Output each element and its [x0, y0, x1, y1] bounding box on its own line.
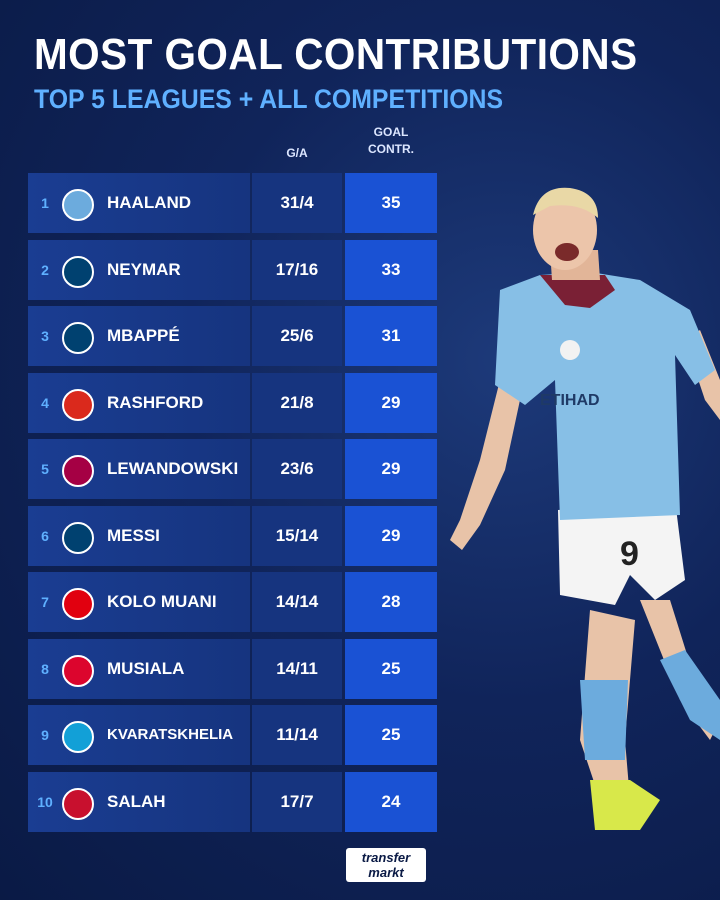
ga-cell: 14/14: [252, 572, 342, 632]
goal-contributions-value: 33: [381, 259, 401, 279]
psg-crest-icon: [62, 322, 94, 354]
player-cell: 3 MBAPPÉ: [28, 306, 250, 366]
table-row: 6 MESSI 15/14 29: [28, 505, 438, 566]
goals-assists-value: 21/8: [280, 392, 314, 412]
table-row: 3 MBAPPÉ 25/6 31: [28, 306, 438, 366]
goal-contributions-value: 25: [381, 725, 401, 744]
player-illustration: 9 ETIHAD: [450, 187, 720, 830]
goal-contributions-cell: 29: [345, 439, 437, 499]
rank-number: 7: [41, 594, 49, 610]
table-row: 1 HAALAND 31/4 35: [28, 173, 438, 233]
column-header-ga: G/A: [286, 146, 308, 160]
table-row: 4 RASHFORD 21/8 29: [28, 372, 438, 433]
player-name: LEWANDOWSKI: [107, 459, 239, 478]
rank-number: 1: [41, 195, 49, 211]
rank-number: 10: [37, 793, 53, 810]
goal-contributions-cell: 35: [345, 173, 437, 233]
page-subtitle: TOP 5 LEAGUES + ALL COMPETITIONS: [34, 84, 504, 114]
ga-cell: 15/14: [252, 505, 342, 566]
svg-text:ETIHAD: ETIHAD: [540, 392, 600, 409]
goal-contributions-cell: 24: [345, 771, 437, 832]
player-name: HAALAND: [107, 193, 192, 212]
napoli-crest-icon: [62, 721, 94, 753]
table-row: 9 KVARATSKHELIA 11/14 25: [28, 705, 438, 765]
rank-number: 3: [41, 328, 49, 344]
player-name: NEYMAR: [107, 259, 181, 279]
page-title: MOST GOAL CONTRIBUTIONS: [34, 30, 638, 79]
player-cell: 8 MUSIALA: [28, 638, 250, 699]
player-name: MESSI: [107, 525, 160, 545]
goal-contributions-value: 35: [381, 193, 401, 212]
goal-contributions-value: 29: [381, 392, 401, 412]
player-cell: 10 SALAH: [28, 771, 250, 832]
goals-assists-value: 17/16: [275, 259, 319, 279]
player-cell: 2 NEYMAR: [28, 239, 250, 300]
goals-assists-value: 15/14: [275, 525, 319, 545]
psg-crest-icon: [62, 521, 94, 554]
goals-assists-value: 11/14: [276, 725, 318, 744]
goals-assists-value: 17/7: [280, 791, 314, 811]
player-cell: 6 MESSI: [28, 505, 250, 566]
ga-cell: 23/6: [252, 439, 342, 499]
goals-assists-value: 14/11: [276, 658, 318, 678]
goals-assists-value: 31/4: [280, 193, 314, 212]
goal-contributions-cell: 31: [345, 306, 437, 366]
table-row: 10 SALAH 17/7 24: [28, 771, 438, 832]
goal-contributions-cell: 29: [345, 505, 437, 566]
barcelona-crest-icon: [62, 455, 94, 487]
table-row: 5 LEWANDOWSKI 23/6 29: [28, 439, 438, 499]
goals-assists-value: 23/6: [280, 459, 314, 478]
man-city-crest-icon: [62, 189, 94, 221]
goal-contributions-value: 29: [381, 459, 401, 478]
goal-contributions-value: 31: [381, 326, 401, 345]
ga-cell: 14/11: [252, 638, 342, 699]
goals-assists-value: 25/6: [280, 326, 314, 345]
goals-assists-value: 14/14: [275, 592, 319, 611]
player-name: MUSIALA: [107, 658, 185, 678]
goal-contributions-value: 29: [381, 525, 401, 545]
transfermarkt-logo: transfer markt: [346, 848, 426, 882]
eintracht-frankfurt-crest-icon: [62, 588, 94, 620]
goal-contributions-value: 28: [381, 592, 401, 611]
goal-contributions-cell: 25: [345, 638, 437, 699]
rank-number: 9: [41, 727, 49, 743]
psg-crest-icon: [62, 255, 94, 288]
table-row: 8 MUSIALA 14/11 25: [28, 638, 438, 699]
goal-contributions-cell: 29: [345, 372, 437, 433]
player-cell: 1 HAALAND: [28, 173, 250, 233]
goal-contributions-value: 25: [381, 658, 401, 678]
rank-number: 4: [41, 394, 49, 411]
ga-cell: 31/4: [252, 173, 342, 233]
player-name: MBAPPÉ: [107, 326, 180, 345]
goal-contributions-value: 24: [381, 791, 401, 811]
column-header-goal-contributions: GOAL CONTR.: [368, 125, 414, 156]
player-cell: 5 LEWANDOWSKI: [28, 439, 250, 499]
player-cell: 4 RASHFORD: [28, 372, 250, 433]
rank-number: 8: [41, 660, 49, 677]
player-name: SALAH: [107, 791, 166, 811]
goal-contributions-cell: 33: [345, 239, 437, 300]
ga-cell: 25/6: [252, 306, 342, 366]
man-united-crest-icon: [62, 388, 94, 421]
bayern-crest-icon: [62, 654, 94, 687]
player-name: RASHFORD: [107, 392, 204, 412]
table-row: 7 KOLO MUANI 14/14 28: [28, 572, 438, 632]
liverpool-crest-icon: [62, 787, 94, 820]
ga-cell: 21/8: [252, 372, 342, 433]
player-cell: 9 KVARATSKHELIA: [28, 705, 250, 765]
player-cell: 7 KOLO MUANI: [28, 572, 250, 632]
svg-text:9: 9: [620, 535, 639, 573]
rank-number: 6: [41, 527, 49, 544]
rank-number: 2: [41, 261, 49, 278]
player-name: KOLO MUANI: [107, 592, 217, 611]
goal-contributions-cell: 28: [345, 572, 437, 632]
ga-cell: 11/14: [252, 705, 342, 765]
table-row: 2 NEYMAR 17/16 33: [28, 239, 438, 300]
player-name: KVARATSKHELIA: [107, 726, 234, 743]
rank-number: 5: [41, 461, 49, 477]
ga-cell: 17/16: [252, 239, 342, 300]
goal-contributions-cell: 25: [345, 705, 437, 765]
ga-cell: 17/7: [252, 771, 342, 832]
